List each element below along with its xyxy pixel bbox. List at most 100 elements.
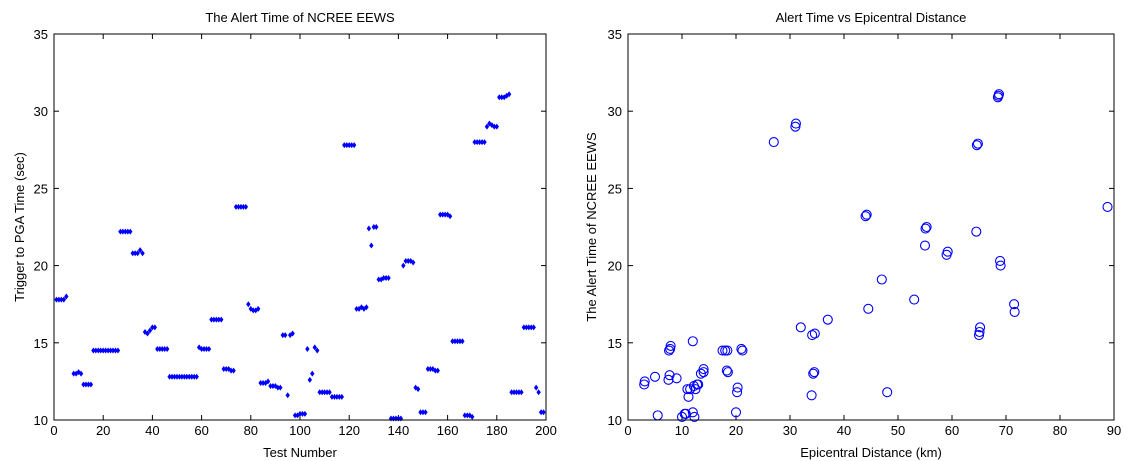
data-point xyxy=(243,203,249,210)
data-point xyxy=(329,393,335,400)
data-point xyxy=(71,370,76,377)
data-point xyxy=(519,389,524,396)
data-point xyxy=(312,344,317,351)
y-tick-label: 15 xyxy=(34,336,48,351)
data-point xyxy=(420,409,426,416)
x-tick-label: 20 xyxy=(729,423,743,438)
data-point xyxy=(460,338,465,345)
data-point xyxy=(721,365,732,376)
data-point xyxy=(152,324,158,331)
y-tick-label: 25 xyxy=(34,181,48,196)
data-point xyxy=(140,250,145,257)
data-point xyxy=(663,345,675,356)
data-point xyxy=(1102,201,1113,212)
x-tick-label: 160 xyxy=(437,423,459,438)
x-tick-label: 100 xyxy=(289,423,311,438)
data-point xyxy=(201,345,207,352)
data-point xyxy=(169,373,175,380)
data-point xyxy=(369,242,374,249)
data-point xyxy=(228,367,234,374)
data-point xyxy=(863,303,874,314)
data-point xyxy=(406,257,411,264)
data-point xyxy=(809,367,820,378)
data-point xyxy=(531,324,536,331)
data-point xyxy=(383,274,389,281)
y-tick-label: 25 xyxy=(608,181,622,196)
data-point xyxy=(147,327,153,334)
x-tick-label: 80 xyxy=(244,423,258,438)
data-point xyxy=(506,91,512,98)
data-point xyxy=(722,345,733,356)
data-point xyxy=(275,384,281,391)
data-point xyxy=(334,393,340,400)
data-point xyxy=(349,142,354,149)
data-point xyxy=(211,316,217,323)
data-point xyxy=(663,374,674,385)
data-point xyxy=(81,381,86,388)
data-point xyxy=(732,382,743,393)
data-point xyxy=(226,366,231,373)
data-point xyxy=(221,366,226,373)
data-point xyxy=(790,118,801,129)
data-point xyxy=(199,345,204,352)
data-point xyxy=(398,415,404,422)
data-point xyxy=(795,322,806,333)
data-point xyxy=(494,123,499,130)
data-point xyxy=(319,389,325,396)
data-point xyxy=(290,330,295,337)
data-point xyxy=(876,274,887,285)
data-point xyxy=(418,409,423,416)
data-point xyxy=(676,411,688,422)
data-point xyxy=(882,387,893,398)
data-point xyxy=(465,412,470,419)
y-tick-label: 20 xyxy=(34,259,48,274)
data-point xyxy=(128,228,133,235)
data-point xyxy=(258,379,263,386)
data-point xyxy=(91,347,96,354)
data-point xyxy=(536,389,541,396)
data-point xyxy=(93,347,99,354)
y-tick-label: 30 xyxy=(34,104,48,119)
data-point xyxy=(920,223,931,234)
data-point xyxy=(322,389,327,396)
data-point xyxy=(972,138,983,149)
data-point xyxy=(995,255,1006,267)
data-point xyxy=(768,137,779,148)
data-point xyxy=(96,347,101,354)
data-point xyxy=(59,296,64,303)
data-point xyxy=(687,407,698,418)
data-point xyxy=(433,367,438,374)
data-point xyxy=(921,221,932,233)
data-point xyxy=(492,123,497,130)
data-point xyxy=(971,226,982,237)
data-point xyxy=(455,338,460,345)
data-point xyxy=(344,142,349,149)
data-point xyxy=(482,139,487,146)
data-point xyxy=(807,330,818,341)
data-point xyxy=(54,296,59,303)
data-point xyxy=(698,367,709,378)
data-point xyxy=(347,142,352,149)
data-point xyxy=(113,347,118,354)
data-point xyxy=(342,142,347,149)
data-point xyxy=(246,301,251,308)
data-point xyxy=(516,389,522,396)
data-point xyxy=(698,363,709,375)
data-point xyxy=(401,262,406,269)
data-point xyxy=(474,139,480,146)
data-point xyxy=(386,274,391,281)
data-point xyxy=(652,410,663,421)
data-point xyxy=(808,368,819,379)
x-tick-label: 60 xyxy=(194,423,208,438)
data-point xyxy=(425,366,431,373)
data-point xyxy=(238,203,244,210)
data-point xyxy=(206,345,212,352)
data-point xyxy=(56,296,62,303)
data-points xyxy=(54,91,546,422)
x-tick-label: 0 xyxy=(50,423,57,438)
data-point xyxy=(687,336,698,347)
data-point xyxy=(538,409,544,416)
data-point xyxy=(689,411,700,422)
data-point xyxy=(283,332,288,339)
data-point xyxy=(364,304,369,311)
